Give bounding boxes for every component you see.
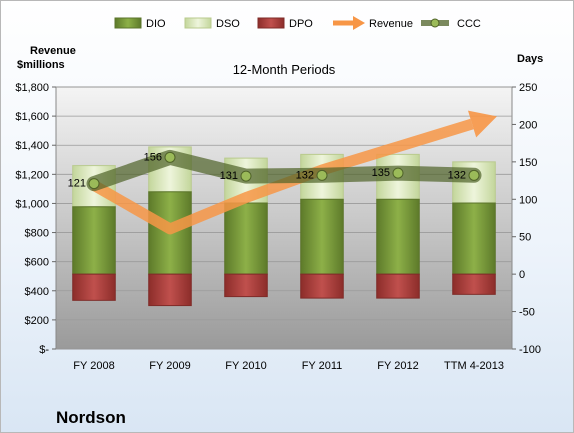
category-label: FY 2012 bbox=[377, 360, 418, 372]
lines: 121 156 131 132 135 132 bbox=[68, 110, 497, 235]
left-tick-label: $- bbox=[39, 344, 49, 356]
legend-label: DPO bbox=[289, 18, 313, 30]
revenue-arrowhead bbox=[467, 110, 497, 138]
category-label: FY 2011 bbox=[302, 360, 343, 372]
ccc-data-label: 121 bbox=[68, 178, 86, 190]
right-tick-label: 250 bbox=[519, 82, 537, 94]
right-tick-label: 150 bbox=[519, 157, 537, 169]
legend-swatch-dso bbox=[184, 17, 212, 29]
left-tick-label: $1,200 bbox=[15, 169, 49, 181]
ccc-marker bbox=[240, 170, 252, 182]
bar-dio bbox=[72, 206, 116, 275]
right-tick-label: 0 bbox=[519, 269, 525, 281]
right-tick-label: 200 bbox=[519, 119, 537, 131]
left-tick-label: $600 bbox=[25, 257, 49, 269]
ccc-data-label: 135 bbox=[372, 167, 390, 179]
legend-label: Revenue bbox=[369, 18, 413, 30]
bar-dpo bbox=[72, 273, 116, 301]
left-tick-label: $1,600 bbox=[15, 111, 49, 123]
left-tick-label: $1,000 bbox=[15, 198, 49, 210]
right-tick-label: -50 bbox=[519, 307, 535, 319]
left-tick-label: $400 bbox=[25, 286, 49, 298]
legend-swatch-dio bbox=[114, 17, 142, 29]
category-label: FY 2008 bbox=[73, 360, 114, 372]
right-axis-label: Days bbox=[517, 53, 543, 65]
ccc-data-label: 132 bbox=[296, 169, 314, 181]
legend-label: DIO bbox=[146, 18, 166, 30]
ccc-marker bbox=[316, 169, 328, 181]
bar-dio bbox=[452, 202, 496, 275]
left-tick-label: $800 bbox=[25, 228, 49, 240]
category-label: FY 2010 bbox=[225, 360, 266, 372]
ccc-marker bbox=[468, 169, 480, 181]
legend-swatch-revenue-head bbox=[353, 16, 365, 30]
revenue-line bbox=[91, 118, 474, 235]
bar-dpo bbox=[452, 273, 496, 295]
company-name: Nordson bbox=[56, 408, 126, 427]
category-label: TTM 4-2013 bbox=[444, 360, 504, 372]
ccc-marker bbox=[392, 167, 404, 179]
bar-dpo bbox=[224, 273, 268, 298]
category-label: FY 2009 bbox=[149, 360, 190, 372]
right-tick-label: -100 bbox=[519, 344, 541, 356]
plot-area bbox=[55, 86, 513, 350]
chart-title: 12-Month Periods bbox=[233, 62, 336, 77]
ccc-data-label: 132 bbox=[448, 169, 466, 181]
left-axis-label-line2: $millions bbox=[17, 59, 65, 71]
ccc-data-label: 131 bbox=[220, 170, 238, 182]
legend-label: DSO bbox=[216, 18, 240, 30]
ccc-marker bbox=[88, 178, 100, 190]
ccc-marker bbox=[164, 151, 176, 163]
chart-legend: DIO DSO DPO Revenue CCC bbox=[114, 16, 481, 30]
left-axis-label-line1: Revenue bbox=[30, 45, 76, 57]
ccc-line bbox=[86, 149, 482, 192]
axes: $- $200 $400 $600 $800 $1,000 $1,200 $1,400 $1,6… bbox=[15, 82, 541, 372]
bars bbox=[72, 146, 496, 307]
right-tick-label: 100 bbox=[519, 194, 537, 206]
left-tick-label: $1,800 bbox=[15, 82, 49, 94]
legend-swatch-ccc-marker bbox=[430, 18, 440, 28]
bar-dio bbox=[300, 198, 344, 275]
right-tick-label: 50 bbox=[519, 232, 531, 244]
bar-dio bbox=[376, 198, 420, 275]
left-tick-label: $200 bbox=[25, 315, 49, 327]
legend-label: CCC bbox=[457, 18, 481, 30]
ccc-data-label: 156 bbox=[144, 151, 162, 163]
bar-dpo bbox=[300, 273, 344, 299]
bar-dpo bbox=[148, 273, 192, 307]
bar-dio bbox=[224, 202, 268, 275]
legend-swatch-dpo bbox=[257, 17, 285, 29]
left-tick-label: $1,400 bbox=[15, 140, 49, 152]
bar-dpo bbox=[376, 273, 420, 299]
